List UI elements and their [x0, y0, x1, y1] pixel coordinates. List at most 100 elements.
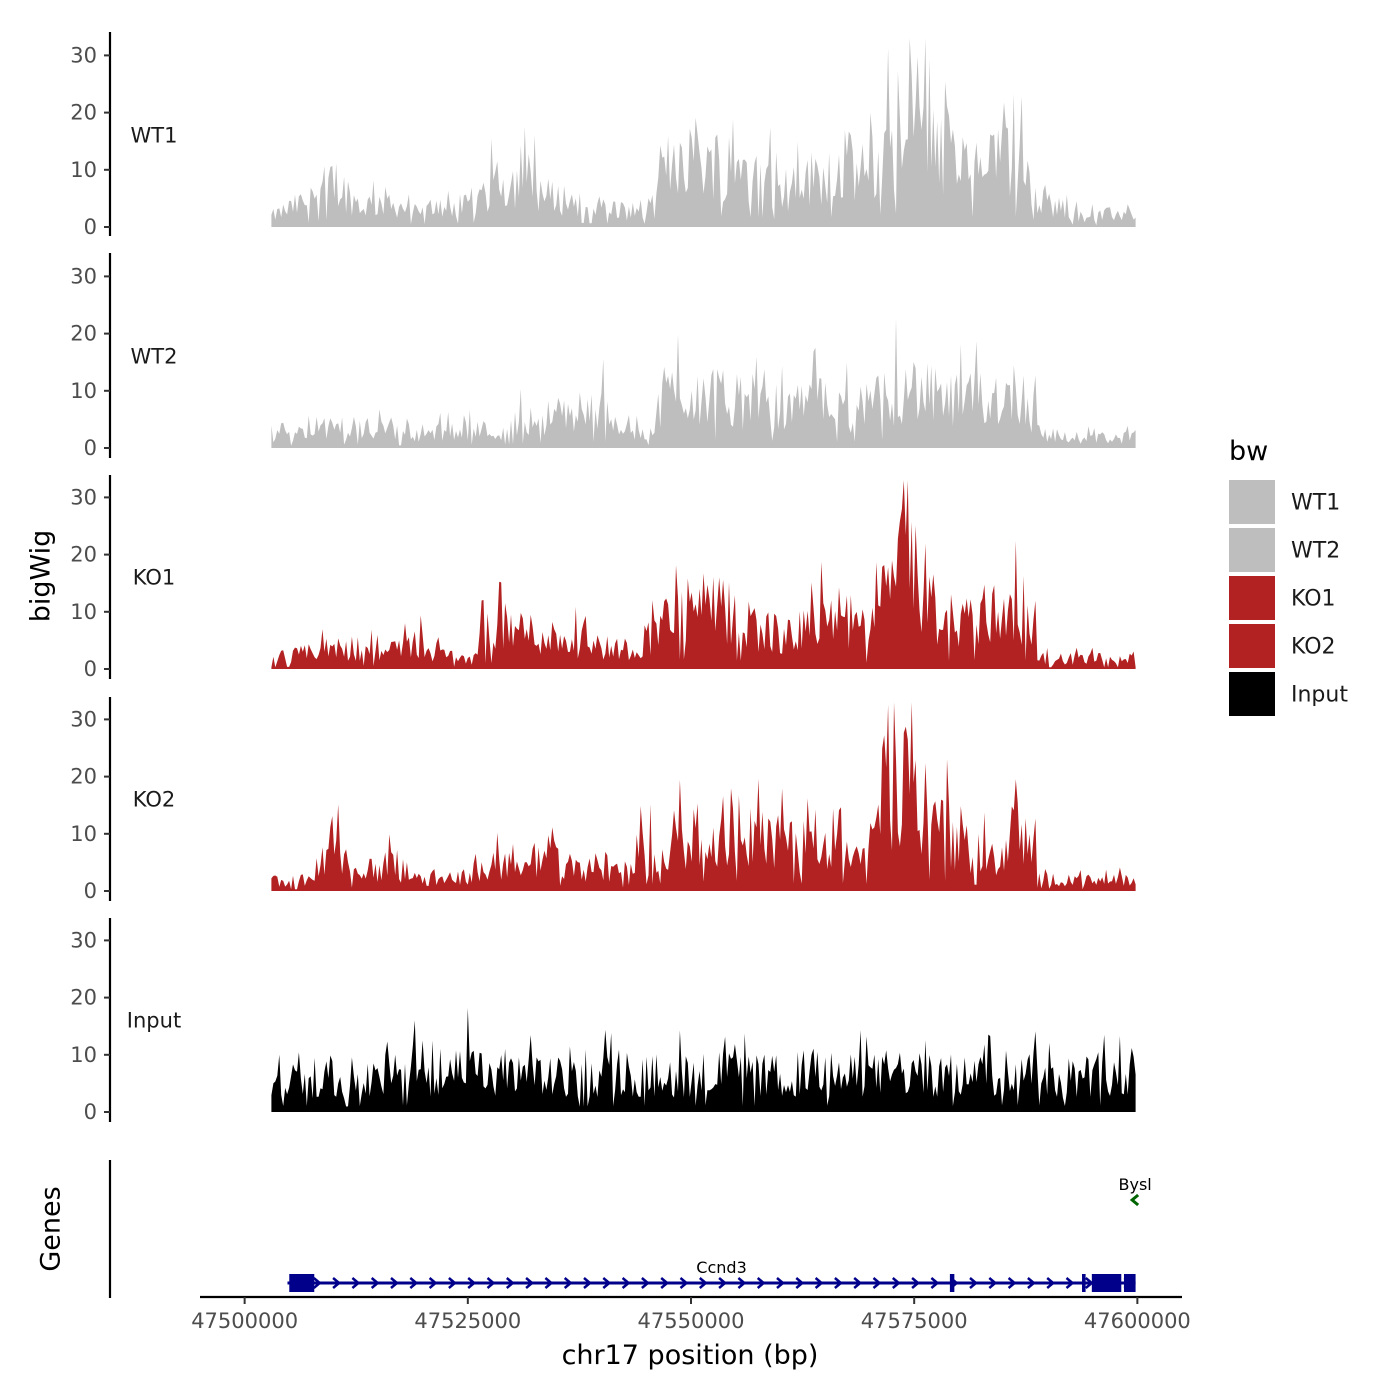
- strand-arrow: [988, 1277, 998, 1289]
- exon-block: [949, 1274, 955, 1292]
- gene-name-label: Ccnd3: [696, 1258, 746, 1277]
- y-tick-label: 10: [70, 158, 97, 182]
- y-tick-label: 20: [70, 101, 97, 125]
- legend-item-wt2: WT2: [1229, 528, 1340, 572]
- strand-arrow: [737, 1277, 747, 1289]
- x-tick-label: 47500000: [191, 1309, 298, 1333]
- strand-arrow: [544, 1277, 554, 1289]
- y-tick-label: 10: [70, 822, 97, 846]
- strand-arrow: [679, 1277, 689, 1289]
- x-tick-label: 47575000: [861, 1309, 968, 1333]
- strand-arrow: [390, 1277, 399, 1289]
- strand-arrow: [1084, 1277, 1094, 1289]
- strand-arrow: [428, 1277, 438, 1289]
- strand-arrow: [930, 1277, 940, 1289]
- legend-label: WT1: [1291, 491, 1340, 516]
- y-tick-label: 30: [70, 928, 97, 952]
- strand-arrow: [351, 1277, 361, 1289]
- strand-arrow: [525, 1277, 535, 1289]
- strand-arrow: [370, 1277, 380, 1289]
- legend-item-wt1: WT1: [1229, 480, 1340, 524]
- strand-arrow: [332, 1277, 342, 1289]
- track-label-ko2: KO2: [133, 787, 176, 811]
- strand-arrow: [853, 1277, 863, 1289]
- y-tick-label: 10: [70, 600, 97, 624]
- signal-tracks: 0 10 20 30 WT1 0 10 20 30 WT2 0 10 20 30 KO1 0 10 20 30 KO2…: [70, 32, 1136, 1124]
- y-tick-label: 0: [84, 215, 97, 239]
- track-label-wt1: WT1: [131, 123, 178, 147]
- track-wt2: 0 10 20 30 WT2: [70, 253, 1136, 460]
- legend-item-ko1: KO1: [1229, 576, 1336, 620]
- x-tick-label: 47600000: [1084, 1309, 1191, 1333]
- legend-label: WT2: [1291, 539, 1340, 564]
- genes-axis-title: Genes: [36, 1186, 67, 1271]
- strand-arrow: [718, 1277, 728, 1289]
- strand-arrow: [776, 1277, 785, 1289]
- x-axis-title: chr17 position (bp): [562, 1340, 819, 1371]
- strand-arrow: [312, 1277, 322, 1289]
- y-tick-label: 0: [84, 657, 97, 681]
- strand-arrow: [1046, 1277, 1056, 1289]
- strand-arrow: [486, 1277, 496, 1289]
- legend-swatch: [1229, 672, 1275, 716]
- y-tick-label: 10: [70, 1043, 97, 1067]
- gene-ccnd3: Ccnd3: [287, 1258, 1136, 1292]
- legend-swatch: [1229, 624, 1275, 668]
- y-tick-label: 30: [70, 264, 97, 288]
- legend-label: KO1: [1291, 587, 1336, 612]
- gene-name-label: Bysl: [1119, 1175, 1152, 1194]
- exon-block: [1123, 1274, 1136, 1292]
- coverage-area-ko1: [271, 480, 1136, 669]
- y-axis-title: bigWig: [26, 530, 57, 623]
- y-tick-label: 20: [70, 543, 97, 567]
- coverage-area-input: [271, 1007, 1136, 1112]
- strand-arrow: [660, 1277, 670, 1289]
- strand-arrow: [505, 1277, 515, 1289]
- strand-arrow: [698, 1277, 708, 1289]
- strand-arrow: [583, 1277, 592, 1289]
- x-axis: chr17 position (bp) 47500000 47525000 4755…: [191, 1295, 1191, 1371]
- gene-annotation-track: Genes Ccnd3 Bysl: [36, 1160, 1152, 1298]
- legend-label: KO2: [1291, 635, 1336, 660]
- legend-item-ko2: KO2: [1229, 624, 1336, 668]
- strand-arrow: [409, 1277, 419, 1289]
- strand-arrow: [834, 1277, 843, 1289]
- y-tick-label: 10: [70, 379, 97, 403]
- strand-arrow: [602, 1277, 612, 1289]
- track-input: 0 10 20 30 Input: [70, 918, 1136, 1124]
- coverage-area-ko2: [271, 702, 1136, 891]
- coverage-area-wt1: [271, 38, 1136, 228]
- track-ko2: 0 10 20 30 KO2: [70, 697, 1136, 903]
- legend-swatch: [1229, 576, 1275, 620]
- y-tick-label: 30: [70, 43, 97, 67]
- strand-arrow: [969, 1277, 978, 1289]
- y-tick-label: 0: [84, 1100, 97, 1124]
- track-label-input: Input: [127, 1008, 181, 1032]
- legend-title: bw: [1229, 436, 1268, 467]
- legend-swatch: [1229, 528, 1275, 572]
- strand-arrow: [1007, 1277, 1017, 1289]
- track-wt1: 0 10 20 30 WT1: [70, 32, 1136, 239]
- strand-arrow: [891, 1277, 901, 1289]
- y-tick-label: 30: [70, 485, 97, 509]
- track-label-wt2: WT2: [131, 344, 178, 368]
- strand-arrow: [467, 1277, 477, 1289]
- legend-label: Input: [1291, 683, 1348, 708]
- coverage-area-wt2: [271, 318, 1136, 448]
- legend-item-input: Input: [1229, 672, 1348, 716]
- legend: bw WT1 WT2 KO1 KO2 Input: [1229, 436, 1348, 716]
- strand-arrow: [872, 1277, 882, 1289]
- track-ko1: 0 10 20 30 KO1: [70, 475, 1136, 681]
- strand-arrow: [1129, 1193, 1140, 1207]
- exon-block: [289, 1274, 315, 1292]
- strand-arrow: [621, 1277, 631, 1289]
- strand-arrow: [1065, 1277, 1075, 1289]
- y-tick-label: 20: [70, 765, 97, 789]
- strand-arrow: [1027, 1277, 1036, 1289]
- exon-block: [1082, 1274, 1086, 1292]
- strand-arrow: [795, 1277, 805, 1289]
- strand-arrow: [641, 1277, 650, 1289]
- strand-arrow: [756, 1277, 766, 1289]
- strand-arrow: [911, 1277, 921, 1289]
- x-tick-label: 47525000: [414, 1309, 521, 1333]
